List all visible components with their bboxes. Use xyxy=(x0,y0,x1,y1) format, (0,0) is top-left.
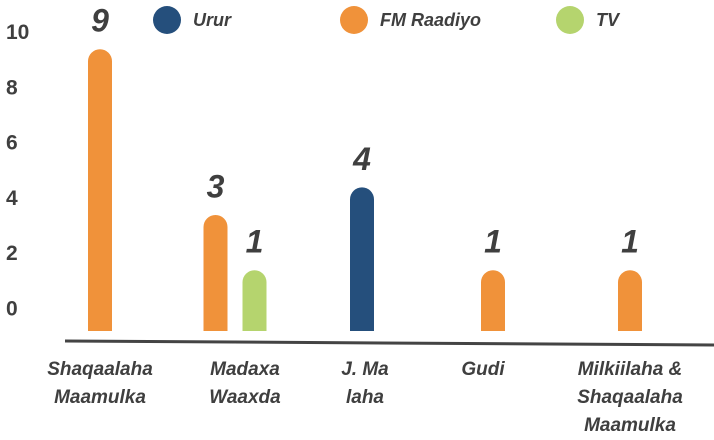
legend-label: TV xyxy=(596,10,621,30)
x-tick-label: Shaqaalaha xyxy=(577,387,683,408)
y-tick-label: 2 xyxy=(6,242,18,265)
value-label: 4 xyxy=(352,141,371,177)
x-tick-label: laha xyxy=(346,387,384,408)
bar xyxy=(88,49,112,331)
value-label: 1 xyxy=(246,224,264,260)
x-axis xyxy=(64,339,714,347)
x-tick-label: Maamulka xyxy=(584,415,676,436)
value-label: 9 xyxy=(91,3,109,39)
x-tick-label: Shaqaalaha xyxy=(47,359,153,380)
bar xyxy=(242,270,267,331)
legend-swatch xyxy=(556,6,584,34)
legend-label: Urur xyxy=(193,10,232,30)
x-tick-label: Madaxa xyxy=(210,359,280,380)
x-tick-label: J. Ma xyxy=(341,359,389,380)
x-tick-label: Maamulka xyxy=(54,387,146,408)
bar xyxy=(481,270,505,331)
legend-swatch xyxy=(153,6,181,34)
value-label: 3 xyxy=(207,168,225,204)
value-label: 1 xyxy=(621,224,639,260)
y-tick-label: 8 xyxy=(6,76,18,99)
y-tick-label: 6 xyxy=(6,132,18,155)
y-tick-label: 0 xyxy=(6,297,18,320)
bar xyxy=(203,214,228,331)
bar xyxy=(350,187,374,331)
y-tick-label: 10 xyxy=(6,21,29,44)
x-tick-label: Gudi xyxy=(461,359,505,380)
x-tick-label: Waaxda xyxy=(209,387,281,408)
legend-label: FM Raadiyo xyxy=(380,10,481,30)
y-tick-label: 4 xyxy=(6,187,18,210)
bar xyxy=(618,270,642,331)
legend-swatch xyxy=(340,6,368,34)
value-label: 1 xyxy=(484,224,502,260)
x-tick-label: Milkiilaha & xyxy=(578,359,683,380)
